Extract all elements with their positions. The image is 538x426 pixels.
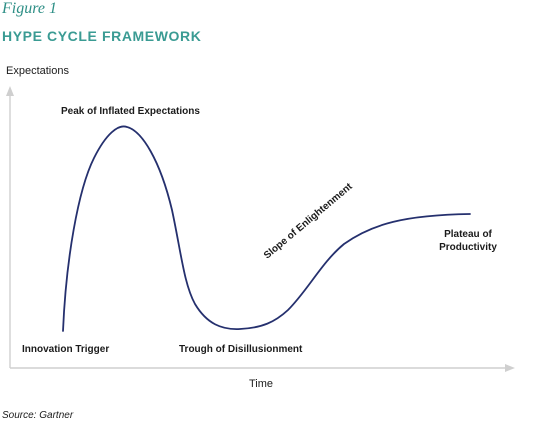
x-axis-arrow [505, 364, 515, 372]
hype-curve [62, 125, 471, 332]
figure-label: Figure 1 [2, 0, 57, 17]
y-axis-arrow [6, 86, 14, 96]
y-axis-label: Expectations [6, 65, 69, 77]
phase-plateau-label: Plateau of Productivity [439, 229, 497, 253]
figure-title: HYPE CYCLE FRAMEWORK [2, 28, 202, 44]
phase-peak-label: Peak of Inflated Expectations [61, 106, 200, 117]
source-note: Source: Gartner [2, 410, 74, 421]
phase-trigger-label: Innovation Trigger [22, 344, 110, 355]
x-axis-label: Time [249, 378, 274, 390]
phase-trough-label: Trough of Disillusionment [179, 344, 303, 355]
